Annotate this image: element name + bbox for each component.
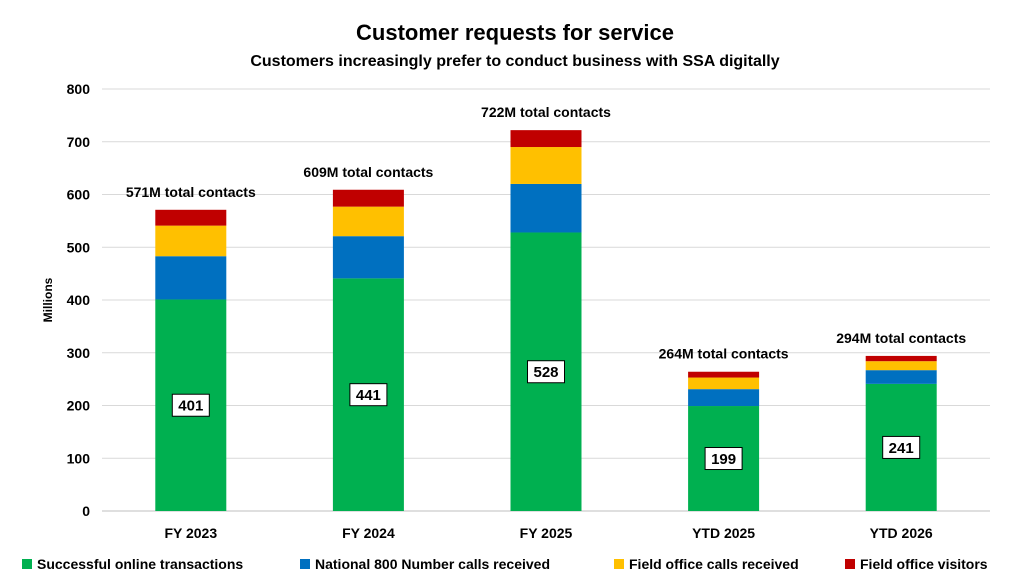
y-tick-label: 500 — [67, 239, 91, 255]
bar-segment — [155, 256, 227, 300]
y-tick-label: 700 — [67, 134, 91, 150]
bar-segment — [510, 183, 582, 233]
bars — [155, 130, 937, 512]
legend: Successful online transactions National 8… — [22, 556, 988, 572]
y-tick-label: 0 — [82, 503, 90, 519]
total-label: 571M total contacts — [126, 184, 256, 200]
legend-swatch — [22, 559, 32, 569]
bar-segment — [865, 355, 937, 362]
y-axis-label: Millions — [41, 277, 55, 322]
y-tick-label: 300 — [67, 345, 91, 361]
y-axis-ticks: 0 100 200 300 400 500 600 700 800 — [67, 81, 91, 519]
y-tick-label: 400 — [67, 292, 91, 308]
bar-segment — [688, 389, 760, 407]
data-label: 528 — [533, 364, 558, 381]
legend-item: Field office calls received — [614, 556, 799, 572]
bar-segment — [332, 206, 404, 237]
x-tick-label: YTD 2025 — [692, 525, 755, 541]
y-tick-label: 200 — [67, 398, 91, 414]
total-label: 264M total contacts — [659, 346, 789, 362]
data-label: 401 — [178, 398, 203, 415]
x-tick-label: FY 2025 — [520, 525, 573, 541]
data-label-box — [882, 435, 921, 459]
bar-segment — [332, 189, 404, 207]
total-label: 294M total contacts — [836, 330, 966, 346]
legend-swatch — [845, 559, 855, 569]
bar-segment — [332, 236, 404, 279]
bar-segment — [688, 371, 760, 378]
total-label: 609M total contacts — [303, 164, 433, 180]
data-label-box — [349, 383, 388, 407]
data-label: 241 — [889, 440, 914, 457]
bar-segment — [510, 147, 582, 184]
legend-swatch — [614, 559, 624, 569]
bar-segment — [155, 209, 227, 226]
legend-label: National 800 Number calls received — [315, 556, 550, 572]
bar-segment — [155, 225, 227, 257]
data-label-box — [171, 393, 210, 417]
y-tick-label: 800 — [67, 81, 91, 97]
total-label: 722M total contacts — [481, 104, 611, 120]
x-tick-label: FY 2023 — [164, 525, 217, 541]
legend-item: Field office visitors — [845, 556, 988, 572]
bar-segment — [688, 377, 760, 390]
x-tick-label: YTD 2026 — [870, 525, 933, 541]
y-tick-label: 600 — [67, 187, 91, 203]
legend-label: Field office calls received — [629, 556, 799, 572]
legend-item: Successful online transactions — [22, 556, 243, 572]
legend-label: Field office visitors — [860, 556, 988, 572]
data-label-box — [704, 447, 743, 471]
chart-subtitle: Customers increasingly prefer to conduct… — [250, 53, 779, 70]
x-tick-label: FY 2024 — [342, 525, 395, 541]
legend-label: Successful online transactions — [37, 556, 243, 572]
legend-swatch — [300, 559, 310, 569]
data-label: 199 — [711, 451, 736, 468]
y-tick-label: 100 — [67, 450, 91, 466]
bar-segment — [865, 370, 937, 384]
x-axis-ticks: FY 2023 FY 2024 FY 2025 YTD 2025 YTD 2026 — [164, 525, 932, 541]
data-labels: 401 571M total contacts 441 609M total cont… — [126, 104, 966, 471]
data-label-box — [527, 360, 565, 384]
chart-title: Customer requests for service — [356, 20, 674, 45]
data-label: 441 — [356, 387, 381, 404]
bar-segment — [510, 130, 582, 148]
legend-item: National 800 Number calls received — [300, 556, 550, 572]
bar-segment — [865, 361, 937, 371]
